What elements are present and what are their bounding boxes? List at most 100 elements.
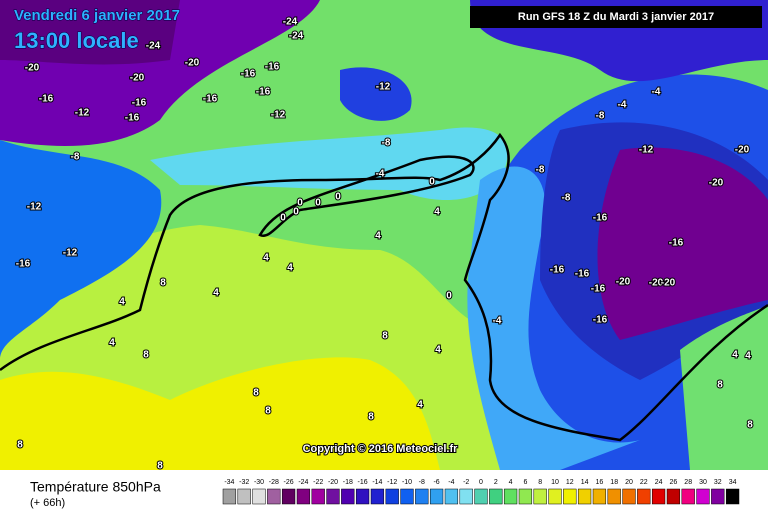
contour-label: 8 [253,388,259,399]
contour-label: 4 [287,263,293,274]
colorbar-label: -18 [343,479,353,486]
contour-label: -16 [132,98,147,109]
colorbar-swatch [651,488,666,505]
contour-label: -16 [669,238,684,249]
copyright: Copyright © 2016 Meteociel.fr [303,443,459,455]
colorbar-swatch [622,488,636,505]
run-box [470,6,762,28]
colorbar-label: -34 [224,479,234,486]
colorbar-label: 18 [610,479,618,486]
contour-label: 0 [335,192,341,203]
colorbar-swatch [252,488,266,505]
contour-label: -20 [185,58,200,69]
contour-label: 8 [368,412,374,423]
forecast-hour: (+ 66h) [30,497,65,509]
contour-label: -20 [25,63,40,74]
colorbar-swatch [296,488,311,505]
colorbar-swatch [577,488,592,505]
contour-label: 4 [745,351,751,362]
contour-label: -8 [562,193,571,204]
colorbar-label: 0 [479,479,483,486]
contour-label: 4 [435,345,441,356]
colorbar-label: -20 [328,479,338,486]
colorbar-swatch [533,488,547,505]
contour-label: -12 [27,202,42,213]
colorbar-swatch [503,488,518,505]
contour-label: -12 [75,108,90,119]
contour-label: -20 [649,278,664,289]
contour-label: 4 [434,207,440,218]
contour-label: -16 [256,87,271,98]
contour-label: 8 [717,380,723,391]
colorbar-swatch [696,488,710,505]
colorbar-label: -4 [448,479,454,486]
colorbar-swatch [355,488,370,505]
colorbar-swatch [489,488,503,505]
colorbar-swatch [681,488,695,505]
contour-label: -16 [16,259,31,270]
colorbar-swatch [548,488,562,505]
colorbar-label: -28 [269,479,279,486]
colorbar-swatch [326,488,340,505]
contour-label: 8 [160,278,166,289]
colorbar-label: 14 [581,479,589,486]
colorbar-label: 24 [655,479,663,486]
contour-label: 8 [157,461,163,472]
contour-label: 0 [429,177,435,188]
contour-label: 4 [213,288,219,299]
colorbar-swatch [474,488,488,505]
contour-label: -20 [661,278,676,289]
colorbar-swatch [429,488,444,505]
colorbar-swatch [459,488,473,505]
colorbar-swatch [341,488,355,505]
colorbar-label: 2 [494,479,498,486]
colorbar-label: 32 [714,479,722,486]
colorbar-label: 30 [699,479,707,486]
contour-label: -20 [616,277,631,288]
colorbar-swatch [222,488,237,505]
colorbar-label: -22 [313,479,323,486]
colorbar-swatch [563,488,577,505]
colorbar-swatch [415,488,429,505]
colorbar-swatch [281,488,296,505]
colorbar-swatch [370,488,385,505]
contour-label: -20 [130,73,145,84]
colorbar-swatch [711,488,725,505]
contour-label: -24 [146,41,161,52]
colorbar-label: -16 [358,479,368,486]
colorbar-swatch [237,488,251,505]
colorbar-swatch [518,488,533,505]
contour-label: 4 [732,350,738,361]
colorbar-swatch [400,488,414,505]
contour-label: -4 [493,316,502,327]
contour-label: -12 [63,248,78,259]
colorbar-label: -14 [372,479,382,486]
contour-label: 0 [280,213,286,224]
contour-label: -16 [593,315,608,326]
colorbar-label: 4 [509,479,513,486]
contour-label: -24 [289,31,304,42]
contour-label: 4 [375,231,381,242]
colorbar-label: 22 [640,479,648,486]
colorbar-swatch [444,488,459,505]
contour-label: 4 [109,338,115,349]
contour-label: -16 [265,62,280,73]
contour-label: -16 [575,269,590,280]
colorbar-label: 16 [596,479,604,486]
colorbar-swatch [725,488,740,505]
contour-label: -16 [550,265,565,276]
contour-label: -20 [735,145,750,156]
temperature-field [0,0,768,470]
colorbar-label: -32 [239,479,249,486]
run-info: Run GFS 18 Z du Mardi 3 janvier 2017 [518,11,714,23]
colorbar-label: 12 [566,479,574,486]
colorbar-swatch [267,488,281,505]
colorbar-label: -2 [463,479,469,486]
contour-label: 0 [446,291,452,302]
colorbar-swatch [311,488,325,505]
colorbar-label: -10 [402,479,412,486]
colorbar-label: -30 [254,479,264,486]
zero-contour [258,155,475,237]
contour-label: -16 [203,94,218,105]
